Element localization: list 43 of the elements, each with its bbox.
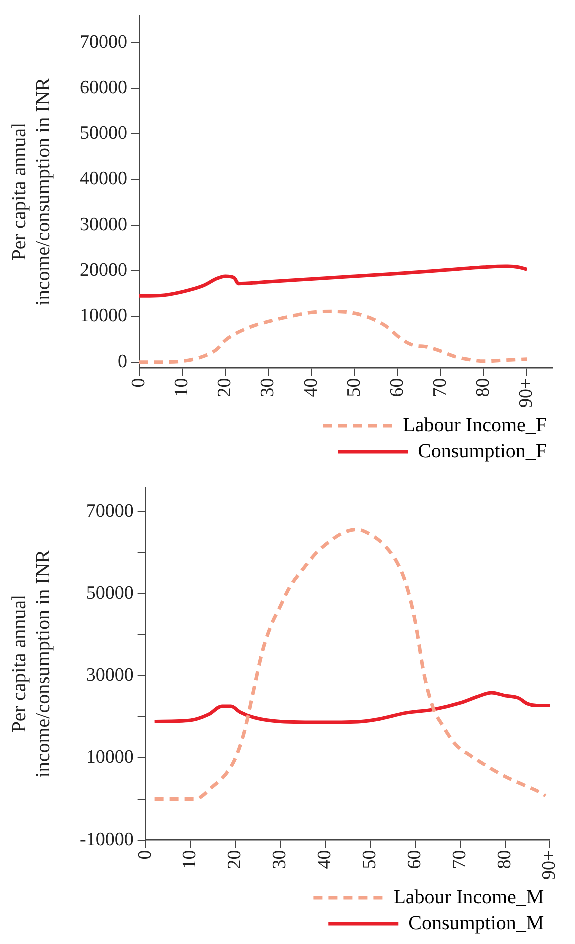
x-tick-label: 60 [404,850,426,870]
y-tick-label: 60000 [80,77,128,98]
x-tick-label: 30 [270,850,291,870]
y-tick-label: 40000 [80,168,128,190]
x-tick-label: 0 [128,378,150,388]
x-tick-label: 10 [180,850,201,870]
x-tick-label: 70 [430,378,451,398]
y-tick-label: 30000 [86,665,134,686]
x-tick-label: 80 [494,850,516,870]
y-tick-label: 50000 [80,123,128,144]
legend-label: Labour Income_F [403,414,548,436]
x-tick-label: 30 [258,378,279,398]
line-series [140,264,529,298]
line-series [140,310,529,364]
x-tick-label: 50 [359,850,380,870]
x-tick-label: 70 [449,850,470,870]
y-axis-title: Per capita annual income/consumption in INR [8,549,54,778]
legend-label: Consumption_M [408,912,544,934]
y-tick-label: -10000 [80,829,134,850]
y-tick-label: 20000 [80,260,128,282]
x-tick-label: 80 [473,378,494,398]
x-tick-label: 60 [386,378,408,398]
x-tick-label: 10 [172,378,193,398]
legend-label: Labour Income_M [394,886,544,908]
x-tick-label: 20 [224,850,246,870]
y-tick-label: 30000 [80,214,128,236]
y-tick-label: 70000 [80,32,128,53]
x-tick-label: 50 [344,378,365,398]
x-tick-label: 90+ [516,378,538,408]
legend-label: Consumption_F [418,440,548,462]
x-tick-label: 40 [314,850,336,870]
x-tick-label: 40 [300,378,322,398]
x-tick-label: 20 [214,378,236,398]
line-series [153,528,548,801]
y-axis-title: Per capita annual income/consumption in INR [8,77,54,306]
y-tick-label: 0 [118,351,128,372]
x-tick-label: 90+ [539,850,560,880]
y-tick-label: 70000 [86,501,134,522]
x-tick-label: 0 [134,850,156,860]
y-tick-label: 10000 [80,306,128,327]
y-tick-label: 50000 [86,583,134,604]
y-tick-label: 10000 [86,747,134,768]
line-series [153,691,550,724]
